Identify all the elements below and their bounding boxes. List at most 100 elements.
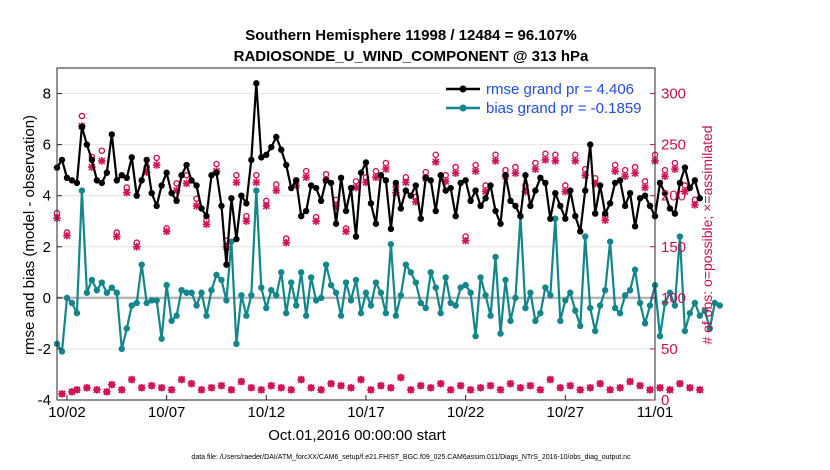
rmse-point — [203, 212, 210, 220]
bias-point — [278, 269, 285, 276]
obs-assimilated-point — [621, 172, 629, 181]
rmse-point — [133, 192, 140, 199]
obs-possible-point — [253, 171, 260, 179]
bias-point — [462, 281, 469, 289]
obs-assimilated-point — [172, 186, 181, 195]
bias-point — [248, 292, 255, 299]
obs-assimilated-point — [137, 383, 146, 392]
obs-assimilated-point — [197, 385, 206, 394]
y-tick-label: 0 — [43, 290, 51, 307]
rmse-point — [512, 202, 519, 210]
y-tick-label: 8 — [43, 86, 51, 103]
obs-assimilated-point — [466, 385, 475, 394]
bias-point — [676, 233, 684, 240]
obs-assimilated-point — [227, 385, 236, 394]
obs-assimilated-point — [307, 383, 315, 392]
obs-assimilated-point — [671, 165, 679, 173]
obs-assimilated-point — [192, 202, 201, 210]
rmse-point — [592, 210, 599, 217]
bias-point — [143, 299, 150, 307]
obs-possible-point — [153, 154, 160, 162]
y-right-tick-label: 150 — [661, 239, 686, 256]
obs-assimilated-point — [377, 381, 385, 390]
bias-point — [253, 187, 260, 194]
rmse-point — [641, 192, 649, 199]
bias-point — [392, 312, 400, 319]
obs-assimilated-point — [127, 375, 136, 384]
bias-point — [342, 279, 350, 286]
obs-assimilated-point — [68, 388, 76, 396]
bias-point — [218, 276, 225, 284]
bias-point — [293, 302, 300, 309]
rmse-point — [382, 177, 390, 184]
rmse-point — [148, 189, 155, 197]
bias-point — [492, 253, 499, 261]
rmse-point — [283, 161, 290, 169]
obs-assimilated-point — [436, 379, 445, 388]
obs-assimilated-point — [676, 379, 684, 388]
rmse-point — [213, 169, 220, 176]
obs-assimilated-point — [491, 157, 500, 165]
rmse-point — [527, 202, 534, 210]
rmse-point — [412, 182, 419, 189]
obs-assimilated-point — [117, 385, 126, 394]
obs-assimilated-point — [257, 385, 266, 394]
obs-assimilated-point — [187, 379, 196, 388]
obs-assimilated-point — [646, 385, 654, 394]
obs-assimilated-point — [397, 373, 405, 382]
rmse-point — [362, 159, 370, 166]
rmse-point — [248, 156, 255, 164]
rmse-point — [631, 223, 639, 230]
bias-point — [527, 289, 534, 296]
bias-point — [233, 340, 240, 348]
rmse-point — [377, 172, 385, 179]
bias-point — [288, 279, 295, 286]
obs-assimilated-point — [222, 242, 231, 251]
rmse-point — [128, 154, 135, 161]
bias-point — [83, 289, 91, 296]
rmse-point — [542, 179, 549, 187]
rmse-point — [123, 174, 130, 182]
obs-assimilated-point — [108, 380, 116, 389]
obs-assimilated-point — [601, 216, 609, 225]
obs-assimilated-point — [167, 385, 176, 394]
x-tick-label: 10/02 — [48, 404, 86, 421]
obs-assimilated-point — [162, 227, 171, 236]
obs-assimilated-point — [606, 385, 614, 394]
rmse-point — [88, 156, 96, 164]
obs-assimilated-point — [382, 165, 390, 173]
obs-assimilated-point — [63, 231, 71, 240]
obs-assimilated-point — [332, 202, 340, 210]
obs-assimilated-point — [232, 178, 241, 187]
bias-point — [482, 292, 489, 299]
rmse-point — [258, 154, 265, 161]
y-right-tick-label: 0 — [661, 392, 669, 409]
rmse-point — [63, 174, 71, 182]
bias-point — [626, 286, 634, 294]
rmse-point — [118, 172, 125, 179]
rmse-point — [402, 187, 410, 194]
rmse-point — [273, 133, 280, 141]
obs-assimilated-point — [337, 381, 345, 390]
bias-point — [307, 274, 315, 281]
obs-assimilated-point — [287, 385, 296, 394]
rmse-point — [462, 177, 469, 184]
rmse-point — [472, 187, 479, 194]
rmse-point — [58, 156, 66, 164]
obs-assimilated-point — [641, 183, 649, 192]
y-tick-label: 6 — [43, 137, 51, 154]
bias-point — [238, 292, 245, 299]
rmse-point — [253, 80, 260, 87]
bias-point — [452, 302, 459, 309]
x-tick-label: 10/12 — [248, 404, 286, 421]
obs-assimilated-point — [481, 187, 490, 196]
rmse-point — [327, 179, 335, 187]
bias-point — [661, 299, 669, 307]
bias-point — [243, 312, 250, 319]
rmse-point — [218, 202, 225, 210]
bias-point — [273, 292, 280, 299]
bias-point — [223, 297, 230, 304]
obs-assimilated-point — [277, 383, 286, 392]
